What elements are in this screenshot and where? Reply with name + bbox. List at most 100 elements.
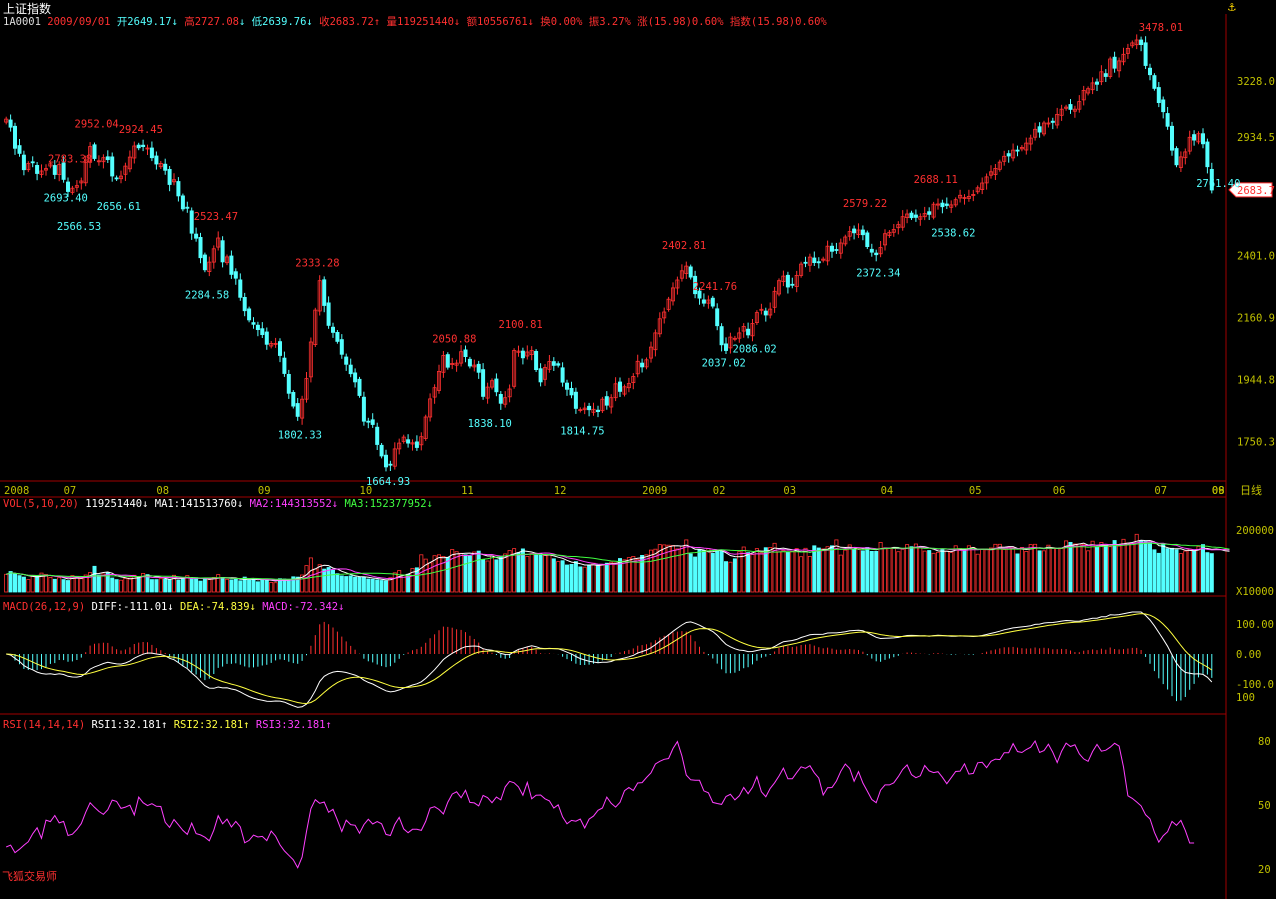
swing-low-label: 2086.02 xyxy=(733,343,777,355)
volume-bar xyxy=(410,568,415,593)
volume-bar xyxy=(180,577,185,593)
volume-bar xyxy=(211,577,216,593)
volume-bar xyxy=(88,572,93,593)
candle-body xyxy=(653,332,658,351)
candle-body xyxy=(719,326,724,346)
candle-body xyxy=(445,354,450,368)
candle-body xyxy=(35,164,40,174)
volume-bar xyxy=(494,559,499,593)
volume-bar xyxy=(582,566,587,593)
quote-low: 低2639.76 xyxy=(251,16,307,28)
volume-bar xyxy=(896,551,901,593)
volume-bar xyxy=(313,568,318,593)
candle-body xyxy=(282,357,287,374)
candle-body xyxy=(216,237,221,248)
volume-bar xyxy=(202,578,207,593)
volume-bar xyxy=(860,550,865,593)
swing-high-label: 2924.45 xyxy=(119,124,163,136)
volume-bar xyxy=(1064,540,1069,593)
volume-bar xyxy=(454,551,459,593)
volume-bar xyxy=(732,558,737,593)
candle-body xyxy=(21,154,26,171)
arrow-down-icon: ↓ xyxy=(167,601,174,613)
candle-body xyxy=(1072,108,1077,112)
candle-body xyxy=(1086,88,1091,94)
candle-body xyxy=(993,167,998,175)
candle-body xyxy=(966,195,971,199)
candle-body xyxy=(927,211,932,215)
volume-bar xyxy=(1121,538,1126,593)
volume-bar xyxy=(865,547,870,593)
volume-bar xyxy=(145,574,150,593)
swing-low-label: 1838.10 xyxy=(468,418,512,430)
candle-body xyxy=(141,144,146,147)
volume-bar xyxy=(759,552,764,593)
candle-body xyxy=(565,382,570,390)
candle-body xyxy=(158,162,163,168)
candle-body xyxy=(887,231,892,236)
candle-body xyxy=(238,279,243,298)
volume-bar xyxy=(392,572,397,593)
volume-bar xyxy=(114,579,119,593)
volume-bar xyxy=(463,554,468,593)
candle-body xyxy=(746,328,751,336)
volume-bar xyxy=(993,543,998,593)
indicator-label: MACD:-72.342 xyxy=(262,601,339,613)
candle-body xyxy=(419,436,424,446)
volume-bar xyxy=(538,554,543,593)
volume-bar xyxy=(900,548,905,593)
date-axis-tick-label: 08 xyxy=(1212,485,1225,497)
candle-body xyxy=(816,261,821,264)
candle-body xyxy=(975,187,980,193)
indicator-label: RSI1:32.181 xyxy=(91,719,162,731)
candle-body xyxy=(1201,133,1206,145)
volume-bar xyxy=(277,578,282,593)
date-axis-tick-label: 2009 xyxy=(642,485,667,497)
candle-body xyxy=(936,203,941,206)
volume-bar xyxy=(189,578,194,593)
candle-body xyxy=(962,197,967,199)
volume-bar xyxy=(96,574,101,593)
volume-bar xyxy=(251,578,256,593)
volume-axis-tick-label: 200000 xyxy=(1236,525,1274,537)
candle-body xyxy=(233,271,238,279)
candle-body xyxy=(57,164,62,176)
candle-body xyxy=(883,233,888,246)
date-axis-tick-label: 08 xyxy=(156,485,169,497)
volume-bar xyxy=(339,575,344,593)
volume-bar xyxy=(1174,549,1179,593)
indicator-label: MA1:141513760 xyxy=(154,498,237,510)
volume-bar xyxy=(547,554,552,593)
arrow-up-icon: ↑ xyxy=(325,719,332,731)
candle-body xyxy=(512,350,517,387)
volume-bar xyxy=(207,579,212,593)
volume-bar xyxy=(936,551,941,593)
volume-bar xyxy=(388,577,393,593)
candle-body xyxy=(503,397,508,405)
candle-body xyxy=(1165,113,1170,127)
candle-body xyxy=(1139,39,1144,45)
volume-bar xyxy=(198,580,203,593)
swing-high-label: 2523.47 xyxy=(194,211,238,223)
candle-body xyxy=(944,203,949,206)
volume-bar xyxy=(905,544,910,593)
candle-body xyxy=(432,387,437,398)
swing-high-label: 2579.22 xyxy=(843,198,887,210)
volume-bar xyxy=(154,579,159,593)
candle-body xyxy=(247,308,252,321)
candle-body xyxy=(688,266,693,278)
date-axis-tick-label: 10 xyxy=(360,485,373,497)
candle-body xyxy=(807,256,812,266)
candle-body xyxy=(441,355,446,373)
candle-body xyxy=(551,361,556,366)
volume-bar xyxy=(357,577,362,593)
candle-body xyxy=(66,181,71,192)
candle-body xyxy=(1209,168,1214,191)
candle-body xyxy=(322,279,327,306)
volume-bar xyxy=(1156,552,1161,593)
arrow-down-icon: ↓ xyxy=(331,498,339,510)
period-label: 日线 xyxy=(1240,483,1262,497)
quote-amount: 额10556761 xyxy=(466,16,528,28)
anchor-icon[interactable]: ⚓ xyxy=(1228,0,1236,15)
